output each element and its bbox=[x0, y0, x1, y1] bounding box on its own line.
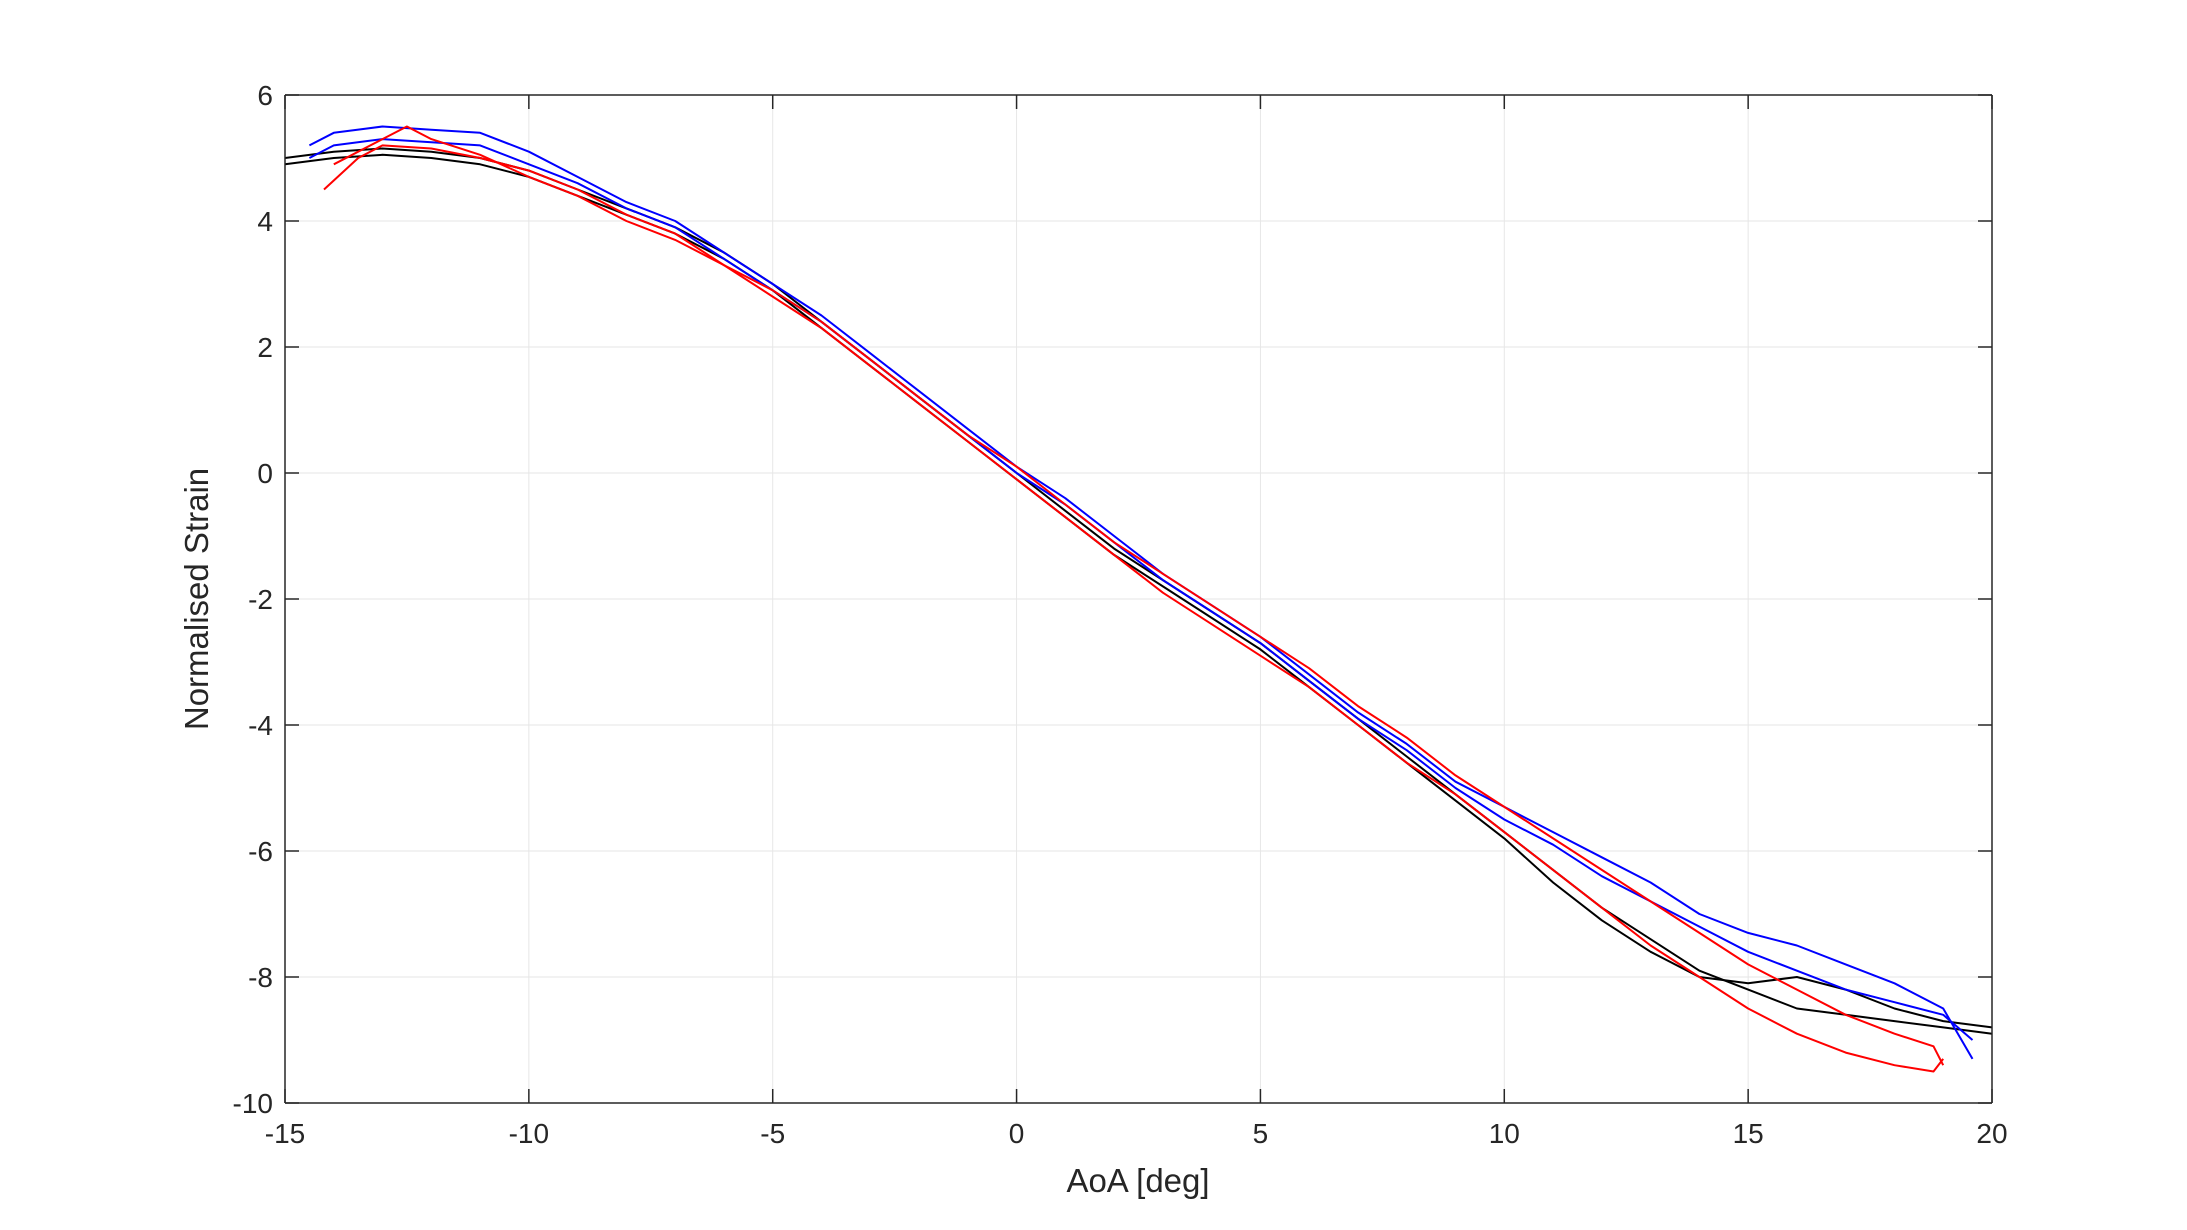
y-tick-label: -10 bbox=[233, 1088, 273, 1119]
y-axis-label: Normalised Strain bbox=[178, 468, 215, 730]
x-tick-label: -5 bbox=[760, 1118, 785, 1149]
y-tick-label: 0 bbox=[257, 458, 273, 489]
y-tick-label: -4 bbox=[248, 710, 273, 741]
series-line-5 bbox=[323, 144, 1944, 1073]
y-tick-label: -8 bbox=[248, 962, 273, 993]
x-tick-label: 0 bbox=[1009, 1118, 1025, 1149]
x-tick-label: 15 bbox=[1733, 1118, 1764, 1149]
y-tick-label: 4 bbox=[257, 206, 273, 237]
y-tick-label: -6 bbox=[248, 836, 273, 867]
data-series bbox=[284, 125, 1993, 1073]
y-tick-label: 2 bbox=[257, 332, 273, 363]
y-tick-label: -2 bbox=[248, 584, 273, 615]
series-line-3 bbox=[308, 125, 1974, 1060]
x-tick-label: -15 bbox=[265, 1118, 305, 1149]
x-tick-label: 10 bbox=[1489, 1118, 1520, 1149]
series-line-6 bbox=[333, 125, 1945, 1066]
x-axis-label: AoA [deg] bbox=[1066, 1162, 1209, 1199]
x-tick-label: 5 bbox=[1253, 1118, 1269, 1149]
x-tick-label: -10 bbox=[509, 1118, 549, 1149]
y-tick-label: 6 bbox=[257, 80, 273, 111]
x-tick-label: 20 bbox=[1976, 1118, 2007, 1149]
series-line-4 bbox=[308, 138, 1974, 1041]
